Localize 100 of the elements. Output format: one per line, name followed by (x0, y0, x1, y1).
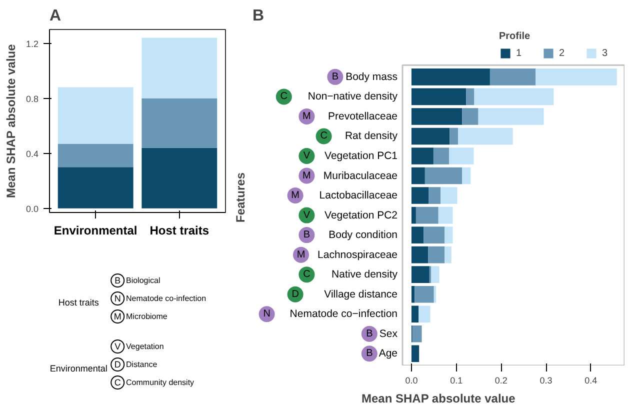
bar (418, 306, 430, 323)
text: N (263, 308, 270, 320)
text: M (291, 190, 300, 202)
text: V (303, 150, 310, 162)
bar (424, 167, 462, 184)
y-tick-label: Village distance (324, 288, 398, 300)
text: M (302, 170, 311, 182)
text: C (280, 91, 288, 102)
y-tick-label: Native density (332, 268, 398, 281)
bar (428, 187, 441, 204)
y-axis-title: Features (234, 172, 248, 223)
text: B (114, 276, 121, 286)
bar (411, 266, 430, 283)
x-axis-title: Mean SHAP absolute value (361, 392, 516, 406)
text: Community density (126, 378, 194, 387)
bar (414, 286, 434, 303)
bar (466, 88, 474, 106)
x-tick-label: 0.4 (584, 376, 598, 386)
bar (462, 167, 471, 184)
bar (411, 206, 416, 224)
text: B (366, 348, 374, 360)
text: N (114, 294, 121, 304)
bar (411, 128, 450, 145)
legend-label: 1 (516, 48, 523, 58)
legend-label: 2 (559, 48, 566, 58)
text: Microbiome (126, 312, 168, 321)
y-tick-label: 0.0 (26, 204, 39, 214)
y-tick-label: Lactobacillaceae (319, 190, 398, 202)
y-tick-label: Vegetation PC2 (324, 209, 398, 222)
bar (142, 148, 218, 208)
text: C (114, 378, 122, 388)
y-tick-label: 0.8 (26, 94, 39, 104)
y-tick-label: 1.2 (26, 38, 39, 49)
bar (438, 206, 453, 224)
bar (411, 187, 429, 204)
bar (58, 144, 134, 168)
text: C (303, 269, 310, 280)
y-tick-label: Vegetation PC1 (324, 150, 398, 162)
text: M (114, 312, 122, 322)
legend-label: 3 (602, 48, 609, 58)
bar (411, 286, 415, 303)
legend-title: Profile (499, 31, 532, 42)
bar (58, 167, 134, 208)
bar (536, 68, 617, 86)
y-tick-label: Non−native density (308, 90, 398, 103)
x-tick-label: 0.1 (450, 376, 463, 386)
bar (411, 226, 424, 244)
bar (411, 148, 434, 164)
y-tick-label: Lachnospiraceae (318, 248, 398, 261)
bar (440, 187, 458, 204)
text: C (320, 130, 328, 142)
y-tick-label: Nematode co−infection (290, 308, 398, 320)
text: B (252, 8, 264, 24)
text: Biological (126, 276, 160, 285)
x-tick-label: 0.0 (405, 376, 418, 386)
bar (444, 226, 453, 244)
text: M (302, 110, 311, 122)
text: M (296, 249, 306, 260)
bar (428, 246, 445, 264)
bar (411, 306, 419, 323)
x-tick-label: 0.3 (540, 376, 552, 386)
x-tick-label: 0.2 (494, 376, 508, 386)
bar (58, 87, 134, 144)
text: Nematode co-infection (126, 294, 206, 303)
text: B (303, 230, 310, 241)
bar (142, 38, 218, 98)
bar (412, 325, 422, 342)
bar (411, 108, 462, 125)
text: D (114, 360, 122, 370)
bar (411, 88, 466, 106)
bar (490, 68, 536, 86)
bar (450, 128, 458, 145)
bar (478, 108, 544, 125)
chart-title: A (50, 8, 62, 24)
bar (411, 246, 428, 264)
bar (142, 98, 218, 148)
text: Environmental (50, 364, 108, 374)
y-tick-label: Rat density (344, 130, 398, 142)
y-tick-label: Sex (379, 328, 398, 340)
bar (433, 148, 450, 164)
y-axis-title: Mean SHAP absolute value (4, 44, 18, 198)
bar (416, 206, 438, 224)
bar (424, 226, 445, 244)
bar (431, 266, 440, 283)
y-tick-label: 0.4 (26, 148, 39, 159)
bar (449, 148, 474, 164)
bar (411, 345, 420, 362)
bar (462, 108, 478, 125)
bar (474, 88, 554, 106)
bar (458, 128, 513, 145)
y-tick-label: Age (378, 348, 398, 360)
y-tick-label: Muribaculaceae (323, 170, 398, 182)
y-tick-label: Body condition (328, 229, 398, 242)
y-tick-label: Prevotellaceae (328, 110, 398, 122)
text: V (114, 342, 121, 352)
text: Host traits (58, 298, 100, 308)
bar (444, 246, 452, 264)
text: Distance (126, 360, 158, 369)
text: Vegetation (126, 342, 164, 351)
y-tick-label: Body mass (346, 70, 398, 83)
